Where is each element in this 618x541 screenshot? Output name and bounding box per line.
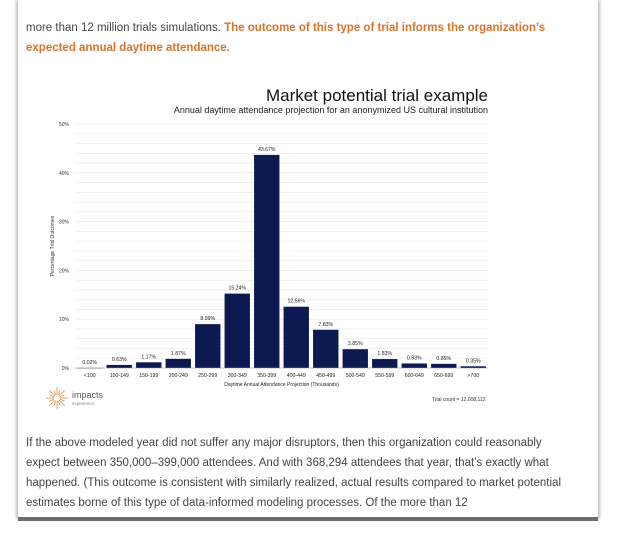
- bar: [460, 366, 486, 368]
- y-tick-label: 50%: [59, 122, 70, 128]
- article-page: [18, 0, 598, 519]
- x-tick-label: 200-249: [169, 373, 188, 379]
- chart-title: Market potential trial example: [265, 86, 488, 105]
- logo-name: impacts: [72, 390, 104, 400]
- bar: [106, 364, 132, 368]
- x-tick-label: 150-199: [139, 373, 158, 379]
- data-label: 7.83%: [318, 322, 333, 328]
- logo-ray: [57, 390, 61, 396]
- logo-tagline: experience: [72, 401, 95, 406]
- logo-ray: [49, 398, 55, 402]
- logo-ray: [53, 390, 57, 396]
- bar: [342, 349, 368, 368]
- data-label: 1.17%: [141, 354, 156, 360]
- x-tick-label: <100: [84, 373, 96, 379]
- paragraph-text: more than 12 million trials simulations.: [26, 22, 225, 34]
- data-label: 1.83%: [377, 351, 392, 357]
- x-tick-label: 650-699: [434, 373, 453, 379]
- x-tick-label: 550-599: [375, 373, 394, 379]
- bar: [136, 362, 162, 368]
- x-tick-label: 450-499: [316, 373, 335, 379]
- logo-ray: [59, 398, 65, 402]
- x-tick-label: 250-299: [198, 373, 217, 379]
- bar: [401, 363, 427, 368]
- logo-ray: [58, 389, 66, 397]
- x-tick-label: 500-549: [346, 373, 365, 379]
- y-tick-label: 0%: [62, 366, 70, 372]
- sunburst-icon: [46, 387, 68, 409]
- data-label: 0.63%: [112, 357, 127, 363]
- data-label: 0.85%: [436, 356, 451, 362]
- bar: [431, 363, 457, 368]
- logo-ray: [48, 389, 56, 397]
- data-label: 8.99%: [200, 316, 215, 322]
- x-tick-label: >700: [467, 373, 479, 379]
- x-tick-label: 350-399: [257, 373, 276, 379]
- y-tick-label: 10%: [59, 317, 70, 323]
- data-label: 0.02%: [82, 360, 97, 366]
- bar: [313, 329, 339, 368]
- bar: [165, 358, 191, 368]
- chart-subtitle: Annual daytime attendance projection for…: [173, 105, 488, 115]
- x-axis-label: Daytime Annual Attendance Projection (Th…: [224, 382, 339, 388]
- y-tick-label: 20%: [59, 268, 70, 274]
- data-label: 0.35%: [466, 358, 481, 364]
- article-paragraph-bottom: If the above modeled year did not suffer…: [26, 437, 561, 509]
- bar: [283, 306, 309, 368]
- y-tick-label: 30%: [59, 220, 70, 226]
- data-label: 0.93%: [407, 355, 422, 361]
- logo-ray: [59, 394, 65, 398]
- data-label: 15.24%: [228, 286, 246, 292]
- logo-ray: [58, 399, 66, 407]
- logo-ray: [53, 400, 57, 406]
- y-axis-label: Percentage Trial Outcomes: [50, 215, 56, 276]
- bar: [195, 324, 221, 368]
- data-label: 1.87%: [171, 351, 186, 357]
- x-tick-label: 400-449: [287, 373, 306, 379]
- bar: [224, 293, 250, 368]
- y-tick-label: 40%: [59, 171, 70, 177]
- data-label: 12.56%: [287, 299, 305, 305]
- logo-ray: [57, 400, 61, 406]
- page-bottom-border: [18, 517, 598, 521]
- data-label: 43.67%: [258, 147, 276, 153]
- bar: [372, 359, 398, 368]
- highlighted-text: The outcome of this type of trial inform…: [26, 22, 546, 54]
- bar: [254, 154, 280, 368]
- data-label: 3.85%: [348, 341, 363, 347]
- x-tick-label: 100-149: [110, 373, 129, 379]
- x-tick-label: 600-649: [405, 373, 424, 379]
- logo-ray: [49, 394, 55, 398]
- article-paragraph-top: more than 12 million trials simulations.…: [26, 18, 566, 58]
- trial-count-footnote: Trial count = 12,008,112: [432, 397, 486, 403]
- x-tick-label: 300-349: [228, 373, 247, 379]
- logo-ray: [48, 399, 56, 407]
